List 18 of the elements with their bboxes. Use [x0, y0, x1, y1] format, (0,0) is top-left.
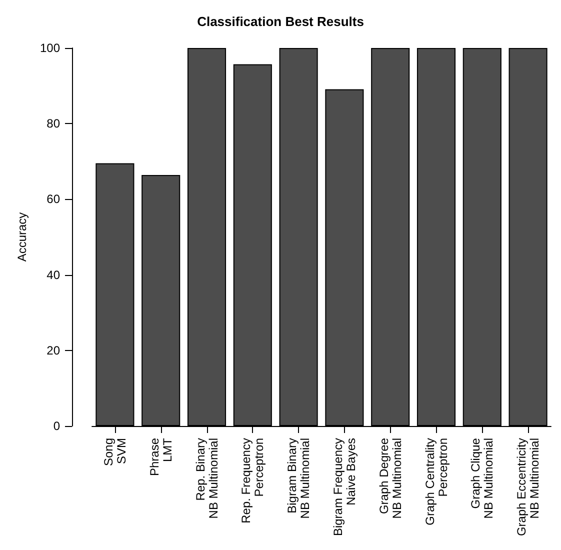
x-tick-label: Bigram Binary NB Multinomial — [285, 438, 312, 519]
x-tick-label: Graph Clique NB Multinomial — [468, 438, 496, 519]
x-tick-label: Rep. Frequency Perceptron — [239, 438, 266, 524]
y-tick-label: 0 — [53, 419, 60, 433]
x-tick-label: Song SVM — [101, 438, 128, 466]
y-axis-title: Accuracy — [15, 212, 29, 262]
y-tick-label: 40 — [46, 268, 60, 282]
y-tick-label: 100 — [40, 41, 60, 55]
x-tick-label: Phrase LMT — [147, 437, 174, 476]
y-tick-label: 80 — [46, 116, 60, 131]
x-tick-label: Bigram Frequency Naive Bayes — [330, 438, 358, 536]
y-tick-label: 20 — [46, 343, 60, 358]
x-tick-label: Graph Centrality Perceptron — [422, 438, 450, 526]
chart-title: Classification Best Results — [197, 14, 364, 29]
x-tick-label: Rep. Binary NB Multinomial — [193, 438, 220, 519]
y-tick-label: 60 — [46, 192, 60, 206]
x-tick-label: Graph Degree NB Multinomial — [376, 438, 404, 519]
x-tick-label: Graph Eccentricity NB Multinomial — [514, 438, 542, 536]
